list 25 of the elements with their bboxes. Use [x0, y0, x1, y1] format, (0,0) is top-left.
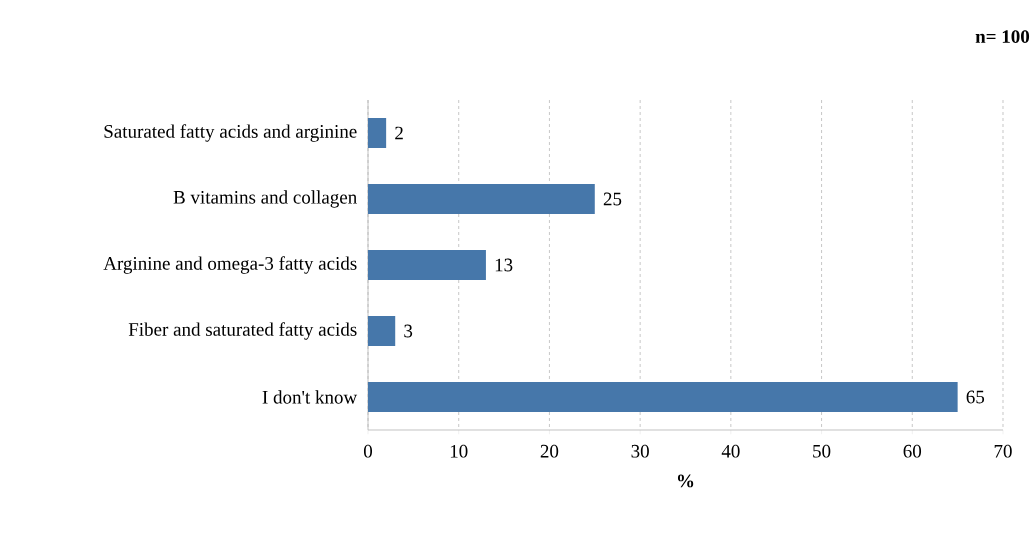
y-tick-label: B vitamins and collagen [173, 190, 357, 208]
bar [368, 184, 595, 214]
data-label: 3 [404, 324, 413, 338]
x-tick-label: 60 [903, 444, 922, 458]
data-label: 65 [966, 390, 985, 404]
x-tick-label: 0 [363, 444, 373, 458]
data-label: 2 [395, 126, 403, 140]
x-tick-label: 10 [450, 444, 468, 458]
x-tick-label: 40 [721, 444, 740, 458]
bar [368, 316, 396, 346]
text: n= 100 [975, 30, 1030, 44]
y-tick-label: Arginine and omega-3 fatty acids [103, 256, 357, 274]
x-axis-title: % [677, 474, 694, 488]
bar [368, 118, 387, 148]
x-tick-label: 50 [813, 444, 831, 458]
data-label: 13 [495, 258, 513, 272]
y-tick-label: I don't know [262, 390, 358, 404]
x-tick-label: 30 [631, 444, 649, 458]
y-tick-label: Fiber and saturated fatty acids [128, 322, 357, 340]
bar [368, 381, 958, 412]
bar [368, 250, 486, 280]
data-label: 25 [603, 192, 622, 206]
x-tick-label: 70 [994, 444, 1012, 458]
x-tick-label: 20 [540, 444, 559, 458]
y-tick-label: Saturated fatty acids and arginine [104, 124, 357, 142]
